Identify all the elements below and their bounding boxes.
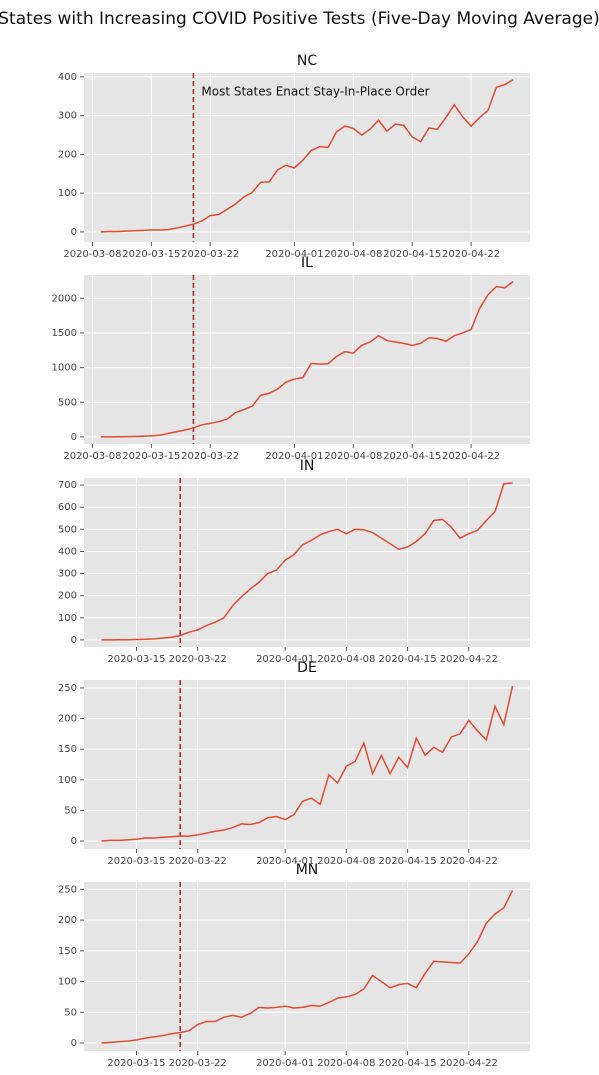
x-tick-label: 2020-04-08 [317, 856, 375, 867]
y-tick-label: 700 [58, 480, 77, 491]
data-line [101, 685, 514, 842]
y-tick-label: 100 [58, 613, 77, 624]
y-tick-label: 500 [58, 397, 77, 408]
y-tick-label: 1500 [52, 328, 77, 339]
y-tick-label: 100 [58, 977, 77, 988]
y-tick-label: 150 [58, 946, 77, 957]
x-tick-label: 2020-04-22 [442, 249, 500, 260]
plot-area [84, 882, 530, 1051]
panel-title: NC [297, 53, 317, 69]
x-tick-label: 2020-03-15 [107, 654, 165, 665]
x-tick-label: 2020-04-15 [379, 1058, 437, 1069]
x-tick-label: 2020-04-08 [324, 451, 382, 462]
x-tick-label: 2020-03-22 [181, 451, 239, 462]
y-tick-label: 0 [71, 635, 77, 646]
x-tick-label: 2020-04-01 [256, 856, 314, 867]
y-tick-label: 100 [58, 188, 77, 199]
y-tick-label: 100 [58, 775, 77, 786]
panel-title: IN [300, 458, 315, 474]
y-tick-label: 300 [58, 569, 77, 580]
x-tick-label: 2020-04-01 [265, 249, 323, 260]
panel-title: MN [296, 862, 319, 878]
x-tick-label: 2020-03-08 [63, 451, 121, 462]
x-tick-label: 2020-04-08 [324, 249, 382, 260]
x-tick-label: 2020-04-15 [379, 654, 437, 665]
y-tick-label: 500 [58, 524, 77, 535]
x-tick-label: 2020-04-22 [440, 654, 498, 665]
data-line [101, 890, 514, 1044]
x-tick-label: 2020-03-22 [169, 856, 227, 867]
data-line [101, 482, 513, 641]
plot-area [84, 73, 530, 242]
data-line [100, 281, 514, 438]
y-tick-label: 150 [58, 744, 77, 755]
x-tick-label: 2020-04-08 [317, 654, 375, 665]
x-tick-label: 2020-03-15 [122, 249, 180, 260]
y-tick-label: 400 [58, 72, 77, 83]
y-tick-label: 0 [71, 432, 77, 443]
plot-area [84, 680, 530, 849]
y-tick-label: 600 [58, 502, 77, 513]
y-tick-label: 0 [71, 1038, 77, 1049]
panel-title: IL [301, 255, 313, 271]
x-tick-label: 2020-04-08 [317, 1058, 375, 1069]
plot-area [84, 478, 530, 647]
x-tick-label: 2020-04-22 [442, 451, 500, 462]
x-tick-label: 2020-04-15 [383, 451, 441, 462]
plot-area [84, 275, 530, 444]
x-tick-label: 2020-04-01 [256, 654, 314, 665]
y-tick-label: 200 [58, 591, 77, 602]
y-tick-label: 0 [71, 836, 77, 847]
y-tick-label: 250 [58, 683, 77, 694]
x-tick-label: 2020-04-15 [379, 856, 437, 867]
x-tick-label: 2020-03-22 [169, 1058, 227, 1069]
x-tick-label: 2020-03-15 [107, 1058, 165, 1069]
y-tick-label: 2000 [52, 293, 77, 304]
y-tick-label: 200 [58, 915, 77, 926]
x-tick-label: 2020-04-01 [256, 1058, 314, 1069]
y-tick-label: 1000 [52, 363, 77, 374]
annotation: Most States Enact Stay-In-Place Order [201, 85, 429, 99]
y-tick-label: 50 [64, 1007, 77, 1018]
x-tick-label: 2020-03-22 [181, 249, 239, 260]
data-line [100, 78, 514, 233]
y-tick-label: 50 [64, 805, 77, 816]
figure-title: States with Increasing COVID Positive Te… [0, 9, 599, 29]
x-tick-label: 2020-03-15 [107, 856, 165, 867]
x-tick-label: 2020-04-22 [440, 856, 498, 867]
x-tick-label: 2020-04-01 [265, 451, 323, 462]
y-tick-label: 0 [71, 227, 77, 238]
x-tick-label: 2020-03-08 [63, 249, 121, 260]
y-tick-label: 300 [58, 111, 77, 122]
x-tick-label: 2020-03-15 [122, 451, 180, 462]
x-tick-label: 2020-04-22 [440, 1058, 498, 1069]
x-tick-label: 2020-03-22 [169, 654, 227, 665]
x-tick-label: 2020-04-15 [383, 249, 441, 260]
y-tick-label: 200 [58, 149, 77, 160]
y-tick-label: 250 [58, 884, 77, 895]
panel-title: DE [297, 660, 317, 676]
y-tick-label: 400 [58, 546, 77, 557]
y-tick-label: 200 [58, 714, 77, 725]
